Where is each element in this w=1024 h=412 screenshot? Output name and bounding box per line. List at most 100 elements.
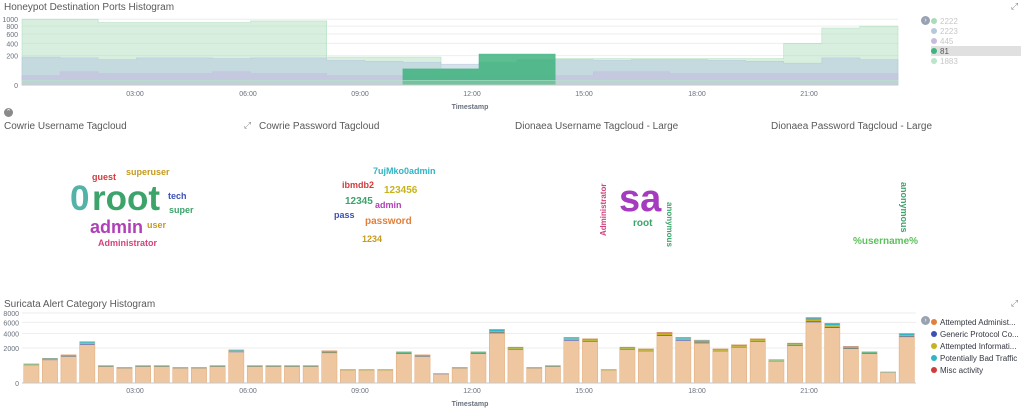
bar-segment [470, 354, 486, 383]
y-tick-label: 0 [15, 381, 19, 388]
bar [824, 323, 841, 384]
tag-sa[interactable]: sa [619, 178, 662, 220]
legend-dot-icon [931, 367, 937, 373]
bar-segment [79, 344, 95, 383]
legend-label: Attempted Informati... [940, 341, 1017, 351]
tag-root[interactable]: root [633, 218, 653, 229]
bar [861, 351, 878, 384]
bar-segment [805, 319, 822, 322]
tag-user[interactable]: user [147, 220, 167, 230]
tag-ibmdb2[interactable]: ibmdb2 [342, 180, 375, 190]
bar [898, 333, 915, 384]
bar [544, 365, 561, 384]
legend-item[interactable]: Generic Protocol Co... [931, 328, 1023, 340]
bar [805, 317, 822, 384]
bar [60, 354, 77, 384]
x-tick-label: 21:00 [800, 91, 818, 98]
bar-segment [694, 343, 710, 383]
tag-administrator[interactable]: Administrator [599, 183, 608, 236]
bar-segment [228, 352, 244, 383]
tag-pass[interactable]: pass [334, 210, 355, 220]
bar-segment [284, 366, 300, 367]
tag-tech[interactable]: tech [168, 191, 187, 201]
bar-segment [843, 348, 859, 349]
legend-item[interactable]: 1883 [931, 56, 1021, 66]
legend-item[interactable]: 2223 [931, 26, 1021, 36]
bar-segment [694, 340, 710, 342]
bar-segment [750, 341, 766, 342]
x-tick-label: 06:00 [239, 388, 257, 395]
expand-icon[interactable]: ⤢ [1010, 298, 1019, 308]
bar [358, 369, 375, 384]
bar-segment [23, 365, 39, 383]
legend-item[interactable]: Potentially Bad Traffic [931, 352, 1023, 364]
bar-segment [750, 339, 766, 341]
tag-1234[interactable]: 1234 [362, 234, 383, 244]
bar-segment [98, 366, 114, 367]
bar-segment [172, 368, 188, 383]
bar [638, 348, 654, 384]
tag-123456[interactable]: 123456 [384, 185, 418, 196]
tag-guest[interactable]: guest [92, 172, 117, 182]
tag-username[interactable]: %username% [853, 236, 919, 247]
bar-segment [619, 349, 635, 383]
bar [209, 365, 226, 384]
bar-segment [861, 354, 878, 383]
bar-segment [787, 344, 803, 346]
tag-password[interactable]: password [365, 216, 412, 227]
bar-segment [98, 366, 114, 383]
bar [582, 338, 598, 384]
panel-title: Honeypot Destination Ports Histogram [4, 2, 175, 13]
legend-toggle-icon[interactable]: › [921, 16, 930, 25]
legend-item[interactable]: Attempted Administ... [931, 316, 1023, 328]
cowrie-username-panel: Cowrie Username Tagcloud ⤢ guest superus… [0, 118, 256, 288]
collapse-toggle-icon[interactable]: ⌃ [4, 108, 13, 117]
legend-label: Potentially Bad Traffic [940, 353, 1018, 363]
tag-superuser[interactable]: superuser [126, 167, 170, 177]
bar [23, 363, 40, 384]
bar-segment [358, 370, 375, 383]
x-tick-label: 12:00 [463, 91, 481, 98]
bar [433, 373, 449, 384]
expand-icon[interactable]: ⤢ [243, 120, 252, 130]
tag-administrator[interactable]: Administrator [98, 238, 158, 248]
tag-admin[interactable]: admin [375, 200, 402, 210]
bar-segment [731, 345, 747, 347]
bar-segment [470, 352, 486, 354]
bar [116, 367, 133, 384]
legend-item[interactable]: 81 [931, 46, 1021, 56]
bar [153, 365, 170, 384]
tag-12345[interactable]: 12345 [345, 196, 373, 207]
legend-dot-icon [931, 48, 937, 54]
bar-segment [470, 353, 486, 354]
tag-7ujMko0admin[interactable]: 7ujMko0admin [373, 166, 436, 176]
bar-segment [880, 372, 896, 383]
legend-item[interactable]: 445 [931, 36, 1021, 46]
legend-toggle-icon[interactable]: › [921, 316, 930, 325]
tag-0[interactable]: 0 [70, 179, 90, 218]
tag-admin[interactable]: admin [90, 217, 144, 237]
legend-label: 445 [940, 36, 954, 46]
dionaea-password-panel: Dionaea Password Tagcloud - Large ⤢ anon… [768, 118, 1024, 288]
panel-title: Dionaea Username Tagcloud - Large [515, 121, 679, 132]
tag-anonymous[interactable]: anonymous [665, 202, 674, 247]
tag-root[interactable]: root [92, 179, 161, 218]
legend-item[interactable]: Misc activity [931, 364, 1023, 376]
bar-segment [582, 339, 598, 341]
legend-item[interactable]: 2222 [931, 16, 1021, 26]
bar [600, 369, 617, 384]
expand-icon[interactable]: ⤢ [1010, 1, 1019, 11]
bar-segment [750, 340, 766, 342]
x-tick-label: 06:00 [239, 91, 257, 98]
y-tick-label: 1000 [2, 17, 18, 24]
bar-segment [843, 347, 859, 349]
tag-super[interactable]: super [169, 205, 194, 215]
bar-segment [79, 342, 95, 343]
bar-segment [712, 349, 729, 351]
bar [656, 332, 673, 384]
bar-segment [694, 341, 710, 343]
bar-segment [582, 341, 598, 383]
legend-item[interactable]: Attempted Informati... [931, 340, 1023, 352]
bar-segment [209, 366, 226, 367]
tag-anonymous[interactable]: anonymous [899, 182, 909, 233]
